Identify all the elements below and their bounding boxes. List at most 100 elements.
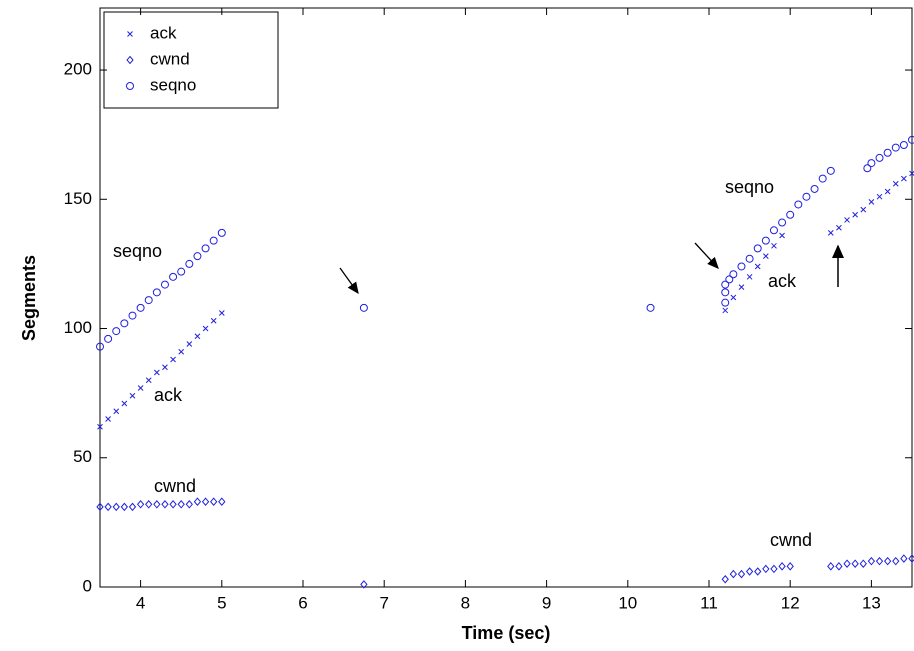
data-point (843, 559, 851, 569)
data-point (178, 348, 185, 355)
data-point (738, 284, 745, 291)
data-point (892, 556, 900, 566)
x-tick-label: 12 (781, 593, 800, 612)
data-point (754, 263, 761, 270)
data-point (128, 311, 137, 320)
data-point (770, 564, 778, 574)
data-point (105, 416, 111, 422)
data-point (170, 356, 176, 363)
data-point (737, 569, 746, 579)
data-point (835, 562, 843, 571)
data-point (875, 556, 884, 566)
data-point (646, 303, 655, 312)
data-point (826, 166, 835, 175)
data-point (810, 184, 819, 193)
data-point (778, 218, 787, 227)
data-point (746, 273, 753, 280)
data-point (786, 562, 794, 571)
annotation: cwnd (770, 530, 812, 550)
data-point (359, 303, 368, 312)
legend-label: ack (150, 23, 177, 42)
data-point (867, 556, 876, 566)
y-tick-label: 100 (64, 318, 92, 337)
data-point (745, 254, 754, 263)
data-point (852, 211, 859, 218)
data-point (900, 554, 908, 563)
data-point (360, 580, 368, 589)
data-point (851, 559, 859, 569)
data-point (217, 228, 226, 237)
legend-marker (126, 82, 134, 90)
data-point (827, 562, 835, 571)
data-point (761, 236, 770, 245)
data-point (121, 400, 128, 407)
annotation: seqno (725, 177, 774, 197)
data-point (901, 175, 907, 182)
data-point (721, 280, 730, 289)
data-point (794, 200, 803, 209)
y-tick-label: 50 (73, 447, 92, 466)
y-tick-label: 0 (83, 576, 92, 595)
data-point (153, 369, 160, 376)
x-tick-label: 10 (618, 593, 637, 612)
data-point (899, 140, 908, 149)
data-point (883, 556, 892, 566)
annotation: seqno (113, 241, 162, 261)
data-point (202, 325, 209, 332)
data-point (860, 206, 867, 213)
data-point (177, 500, 185, 509)
annotation: ack (154, 385, 183, 405)
annotation: ack (768, 271, 797, 291)
data-point (144, 296, 153, 305)
annotation: cwnd (154, 476, 196, 496)
data-point (112, 327, 121, 336)
data-point (120, 502, 129, 512)
data-point (844, 217, 850, 223)
data-point (120, 319, 129, 328)
x-axis-label: Time (sec) (462, 623, 551, 643)
data-point (754, 567, 762, 576)
data-point (201, 244, 210, 253)
data-point (112, 502, 120, 512)
data-point (177, 267, 186, 276)
legend-marker (126, 55, 134, 65)
y-tick-label: 150 (64, 189, 92, 208)
data-point (818, 174, 827, 183)
y-axis-label: Segments (19, 255, 39, 341)
data-point (721, 288, 730, 297)
data-point (145, 377, 152, 384)
data-point (193, 252, 202, 261)
data-point (129, 392, 136, 399)
data-point (859, 559, 867, 569)
data-point (786, 210, 795, 219)
data-point (193, 497, 202, 506)
data-point (169, 500, 177, 509)
data-point (883, 148, 892, 157)
data-point (153, 500, 161, 509)
data-point (875, 153, 884, 162)
data-point (725, 275, 734, 284)
data-point (892, 180, 899, 187)
legend-label: seqno (150, 75, 196, 94)
data-point (113, 408, 120, 415)
data-point (185, 259, 194, 268)
x-tick-label: 6 (298, 593, 307, 612)
legend-label: cwnd (150, 49, 190, 68)
data-point (136, 303, 145, 312)
data-point (210, 317, 217, 324)
data-point (96, 502, 104, 512)
data-point (104, 334, 113, 343)
y-tick-label: 200 (64, 60, 92, 79)
data-point (779, 232, 785, 239)
data-point (745, 567, 754, 576)
data-point (771, 242, 777, 249)
arrow (339, 267, 359, 295)
arrow (694, 242, 719, 269)
data-point (209, 236, 218, 245)
data-point (97, 423, 103, 430)
data-point (104, 502, 112, 512)
data-point (194, 333, 201, 340)
data-point (218, 310, 225, 316)
x-tick-label: 7 (379, 593, 388, 612)
